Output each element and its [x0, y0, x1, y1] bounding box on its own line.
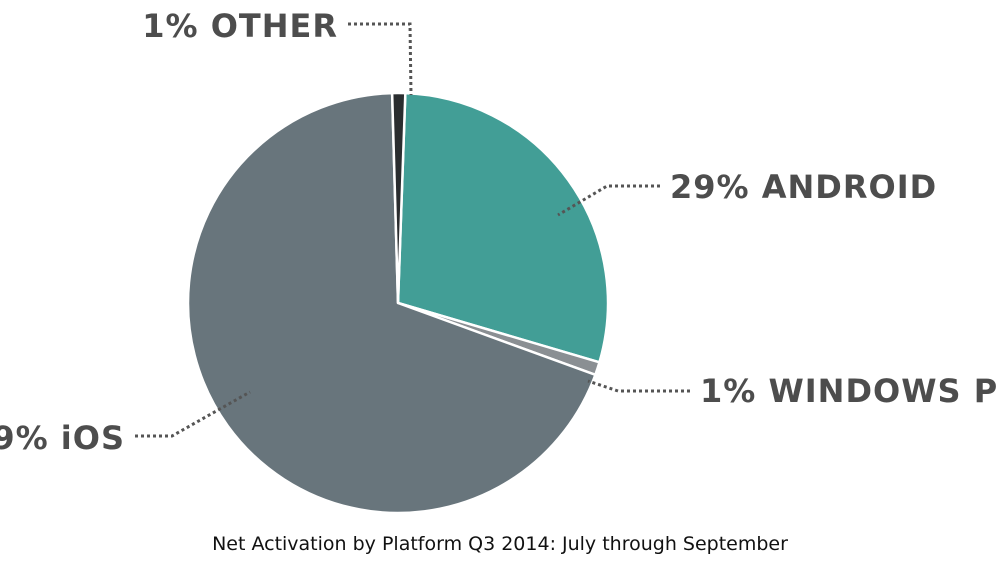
chart-title: Net Activation by Platform Q3 2014: July… [212, 533, 788, 555]
pie-slices [186, 91, 610, 515]
slice-label-windows-phone: 1% WINDOWS PHONE [700, 372, 1000, 410]
leader-line-android [557, 184, 660, 217]
pie-slice-android [396, 91, 610, 364]
leader-line-other [348, 22, 413, 96]
leader-lines [135, 22, 690, 438]
slice-label-other: 1% OTHER [142, 7, 338, 45]
slice-label-ios: 69% iOS [0, 419, 125, 457]
pie-slice-other [390, 91, 407, 305]
slice-label-android: 29% ANDROID [670, 168, 937, 206]
leader-line-windows-phone [587, 379, 690, 393]
leader-line-ios [135, 390, 251, 438]
pie-slice-ios [186, 91, 597, 515]
